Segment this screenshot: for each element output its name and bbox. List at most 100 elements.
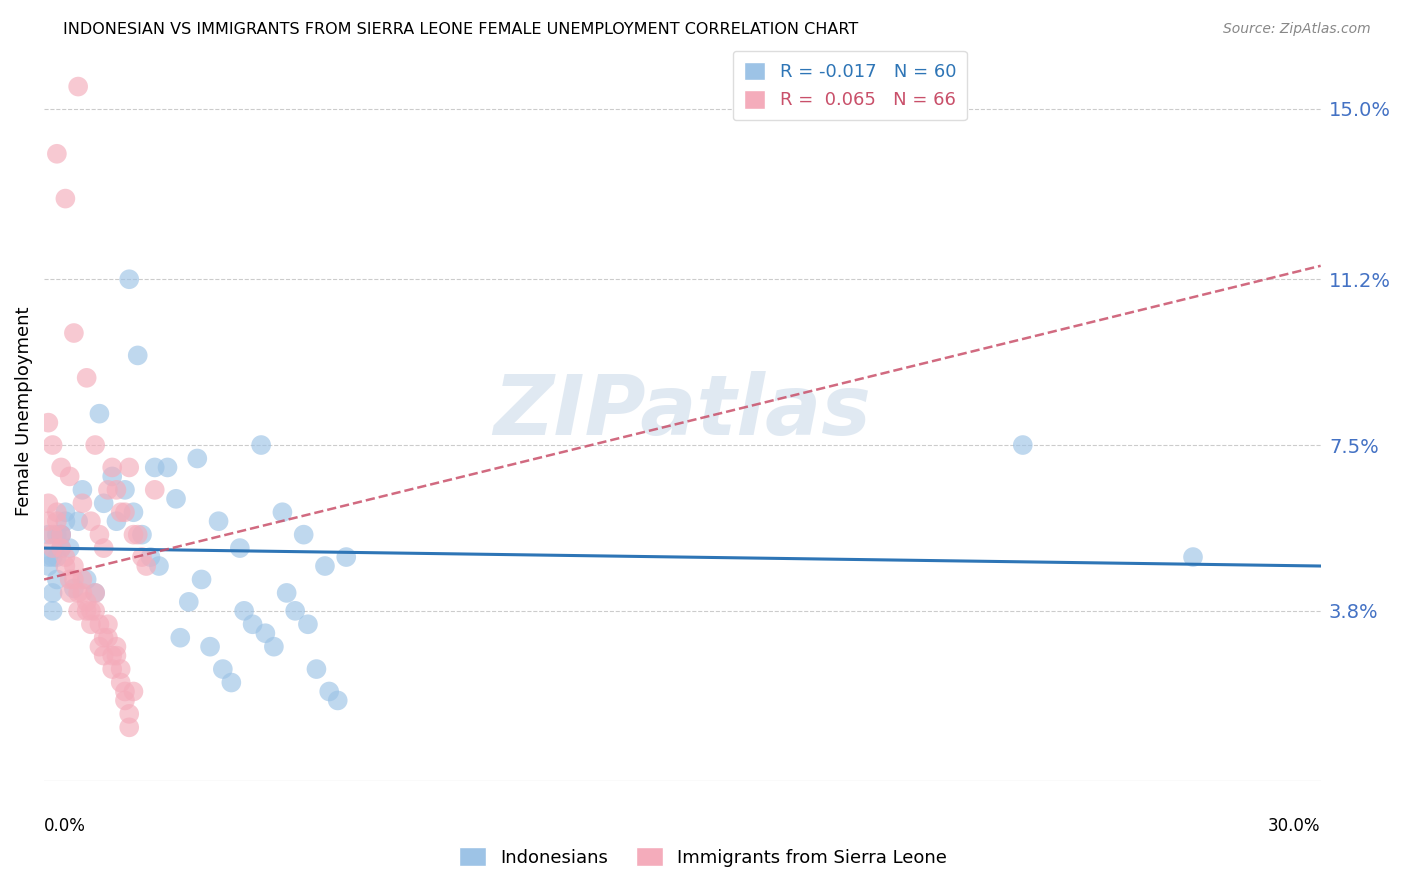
Point bbox=[45, 505, 67, 519]
Point bbox=[37, 527, 59, 541]
Point bbox=[76, 595, 98, 609]
Point bbox=[41, 541, 63, 555]
Point bbox=[122, 684, 145, 698]
Point bbox=[49, 527, 72, 541]
Point bbox=[101, 648, 124, 663]
Point bbox=[72, 483, 94, 497]
Point bbox=[89, 407, 111, 421]
Point bbox=[55, 559, 77, 574]
Point bbox=[118, 460, 141, 475]
Point bbox=[72, 573, 94, 587]
Point bbox=[80, 617, 103, 632]
Point bbox=[41, 527, 63, 541]
Point bbox=[45, 573, 67, 587]
Point bbox=[284, 604, 307, 618]
Point bbox=[67, 514, 90, 528]
Point bbox=[76, 371, 98, 385]
Point bbox=[45, 527, 67, 541]
Point bbox=[139, 550, 162, 565]
Text: Source: ZipAtlas.com: Source: ZipAtlas.com bbox=[1223, 22, 1371, 37]
Point bbox=[89, 527, 111, 541]
Point bbox=[1011, 438, 1033, 452]
Point bbox=[76, 604, 98, 618]
Point bbox=[105, 483, 128, 497]
Point bbox=[110, 662, 132, 676]
Point bbox=[41, 438, 63, 452]
Point bbox=[101, 469, 124, 483]
Legend: R = -0.017   N = 60, R =  0.065   N = 66: R = -0.017 N = 60, R = 0.065 N = 66 bbox=[733, 51, 967, 120]
Point bbox=[63, 582, 86, 596]
Point bbox=[229, 541, 252, 555]
Point bbox=[221, 675, 243, 690]
Text: ZIPatlas: ZIPatlas bbox=[494, 371, 872, 452]
Point bbox=[250, 438, 273, 452]
Point bbox=[131, 550, 153, 565]
Point bbox=[186, 451, 208, 466]
Point bbox=[97, 631, 120, 645]
Point bbox=[76, 573, 98, 587]
Point bbox=[105, 648, 128, 663]
Point bbox=[93, 496, 115, 510]
Point bbox=[63, 573, 86, 587]
Point bbox=[45, 146, 67, 161]
Point bbox=[63, 326, 86, 340]
Point bbox=[135, 559, 157, 574]
Point bbox=[41, 550, 63, 565]
Point bbox=[59, 586, 82, 600]
Point bbox=[169, 631, 191, 645]
Point bbox=[80, 514, 103, 528]
Point bbox=[127, 348, 149, 362]
Point bbox=[254, 626, 277, 640]
Point bbox=[233, 604, 256, 618]
Point bbox=[335, 550, 357, 565]
Point bbox=[59, 573, 82, 587]
Point bbox=[211, 662, 233, 676]
Point bbox=[305, 662, 328, 676]
Point bbox=[49, 541, 72, 555]
Point bbox=[55, 514, 77, 528]
Point bbox=[1182, 550, 1205, 565]
Point bbox=[122, 527, 145, 541]
Point bbox=[190, 573, 212, 587]
Point bbox=[101, 662, 124, 676]
Point bbox=[49, 527, 72, 541]
Point bbox=[84, 586, 107, 600]
Point bbox=[37, 550, 59, 565]
Point bbox=[110, 505, 132, 519]
Point bbox=[45, 550, 67, 565]
Point bbox=[37, 559, 59, 574]
Point bbox=[118, 706, 141, 721]
Point bbox=[72, 586, 94, 600]
Point bbox=[80, 604, 103, 618]
Point bbox=[276, 586, 298, 600]
Point bbox=[110, 675, 132, 690]
Point bbox=[97, 483, 120, 497]
Point bbox=[122, 505, 145, 519]
Point bbox=[101, 460, 124, 475]
Point bbox=[114, 693, 136, 707]
Point bbox=[89, 640, 111, 654]
Text: 0.0%: 0.0% bbox=[44, 817, 86, 835]
Point bbox=[127, 527, 149, 541]
Point bbox=[55, 505, 77, 519]
Point bbox=[84, 586, 107, 600]
Point bbox=[55, 192, 77, 206]
Point bbox=[59, 541, 82, 555]
Point bbox=[49, 527, 72, 541]
Point bbox=[72, 496, 94, 510]
Point bbox=[84, 604, 107, 618]
Point bbox=[37, 416, 59, 430]
Point bbox=[292, 527, 315, 541]
Legend: Indonesians, Immigrants from Sierra Leone: Indonesians, Immigrants from Sierra Leon… bbox=[451, 840, 955, 874]
Point bbox=[37, 496, 59, 510]
Point bbox=[156, 460, 179, 475]
Point bbox=[114, 483, 136, 497]
Point bbox=[143, 460, 166, 475]
Point bbox=[41, 604, 63, 618]
Point bbox=[49, 541, 72, 555]
Point bbox=[263, 640, 285, 654]
Point bbox=[326, 693, 349, 707]
Point bbox=[105, 514, 128, 528]
Point bbox=[59, 469, 82, 483]
Point bbox=[67, 604, 90, 618]
